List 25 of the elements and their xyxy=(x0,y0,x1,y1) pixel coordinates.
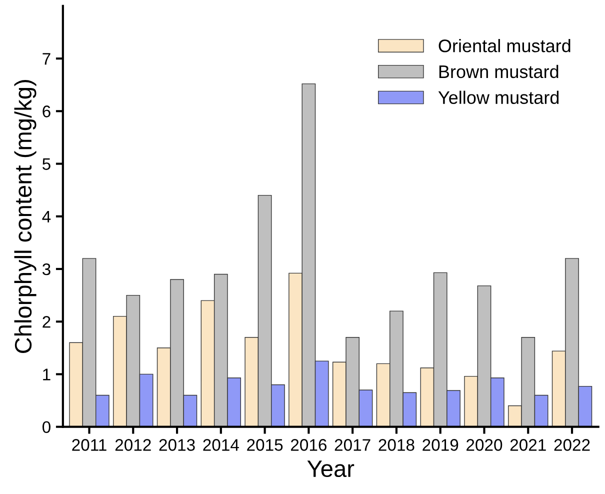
y-tick-label: 1 xyxy=(43,368,50,380)
x-tick-label: 2022 xyxy=(554,439,590,451)
x-tick-label: 2013 xyxy=(159,439,195,451)
y-tick-label: 7 xyxy=(42,53,50,65)
x-tick-label: 2020 xyxy=(466,439,502,451)
y-tick-label: 2 xyxy=(42,316,50,328)
x-tick-label: 2017 xyxy=(334,439,370,451)
x-tick-label: 2018 xyxy=(378,439,414,451)
y-tick-label: 4 xyxy=(42,210,51,222)
legend-label: Yellow mustard xyxy=(438,90,559,104)
y-axis-title: Chlorphyll content (mg/kg) xyxy=(14,80,36,353)
legend-label: Brown mustard xyxy=(439,64,558,78)
x-tick-label: 2016 xyxy=(290,439,326,451)
x-axis-title: Year xyxy=(307,460,354,478)
x-tick-label: 2021 xyxy=(510,439,546,451)
x-tick-label: 2019 xyxy=(422,439,458,451)
y-tick-label: 6 xyxy=(42,106,50,118)
x-tick-label: 2011 xyxy=(72,439,106,451)
y-tick-label: 3 xyxy=(42,263,50,276)
x-tick-label: 2015 xyxy=(247,439,283,451)
y-tick-label: 5 xyxy=(42,158,50,170)
x-tick-label: 2014 xyxy=(203,439,239,451)
x-tick-label: 2012 xyxy=(115,439,151,451)
y-tick-label: 0 xyxy=(42,421,50,434)
legend-label: Oriental mustard xyxy=(438,39,570,52)
